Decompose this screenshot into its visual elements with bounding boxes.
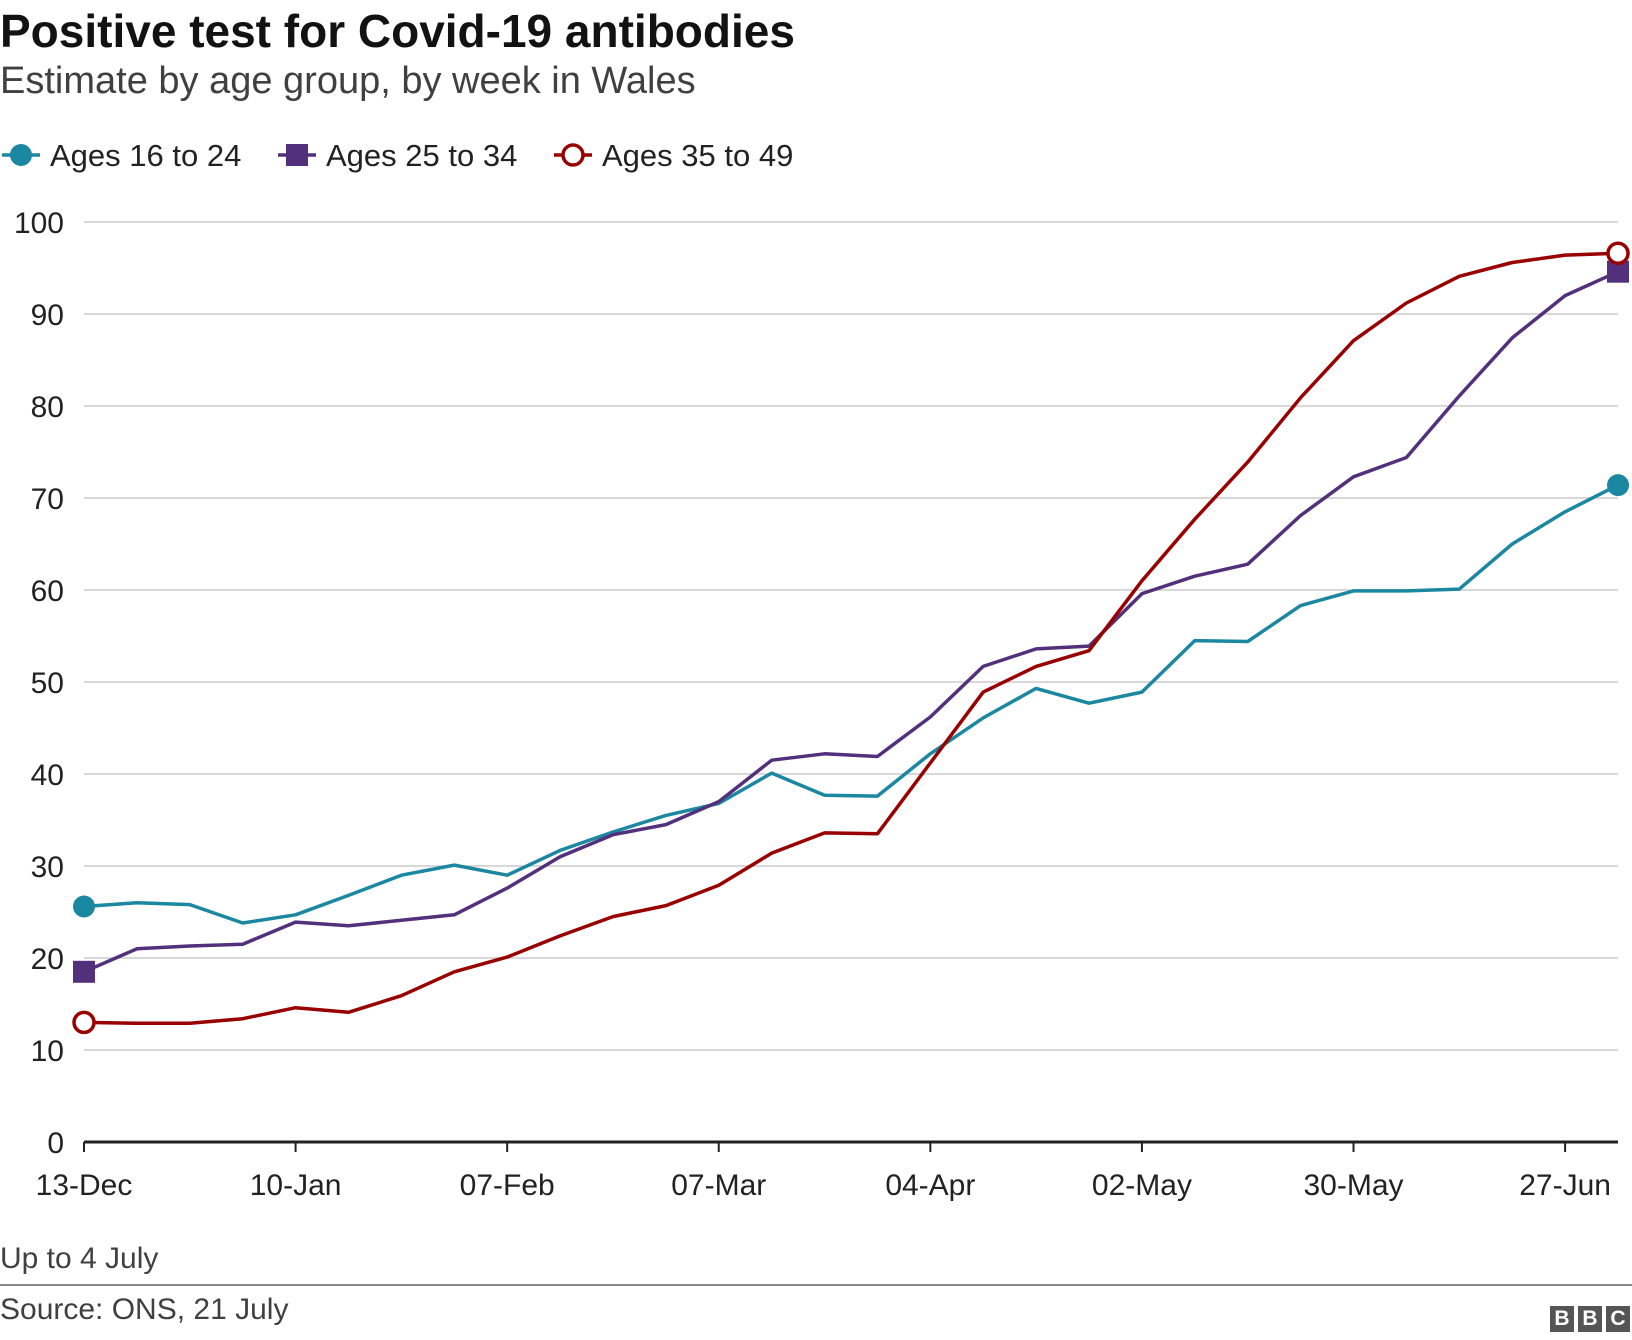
y-tick-label: 10 <box>31 1035 64 1068</box>
y-tick-label: 50 <box>31 667 64 700</box>
legend-item-1: Ages 16 to 24 <box>2 138 241 173</box>
y-tick-label: 20 <box>31 943 64 976</box>
series-2-start-marker <box>73 960 95 983</box>
legend-marker <box>286 144 308 166</box>
legend-label: Ages 35 to 49 <box>602 138 793 173</box>
legend-marker <box>561 143 585 167</box>
series-end-markers <box>72 241 1630 1035</box>
footer-divider <box>0 1284 1632 1286</box>
legend-item-2: Ages 25 to 34 <box>278 138 517 173</box>
series-2-end-marker <box>1607 260 1629 283</box>
legend-item-3: Ages 35 to 49 <box>554 138 793 173</box>
chart-title: Positive test for Covid-19 antibodies <box>0 5 795 57</box>
y-tick-label: 70 <box>31 483 64 516</box>
y-tick-label: 60 <box>31 575 64 608</box>
bbc-logo-letter: B <box>1550 1306 1574 1332</box>
y-tick-label: 40 <box>31 759 64 792</box>
chart-subtitle: Estimate by age group, by week in Wales <box>0 60 696 102</box>
y-tick-label: 30 <box>31 851 64 884</box>
x-tick-label: 04-Apr <box>885 1169 975 1202</box>
series-line-2 <box>82 269 1620 974</box>
bbc-logo-letter: B <box>1578 1306 1602 1332</box>
x-tick-label: 30-May <box>1303 1169 1403 1202</box>
y-tick-label: 0 <box>47 1127 64 1160</box>
series-line-3 <box>82 251 1620 1026</box>
series-3-start-marker <box>72 1010 96 1035</box>
series-lines <box>82 251 1620 1026</box>
source-note: Source: ONS, 21 July <box>0 1293 289 1326</box>
legend-label: Ages 25 to 34 <box>326 138 517 173</box>
x-axis-tick-labels: 13-Dec 10-Jan 07-Feb 07-Mar 04-Apr 02-May 30-M… <box>36 1142 1611 1202</box>
y-axis-tick-labels: 0 10 20 30 40 50 60 70 80 90 100 <box>14 207 64 1160</box>
series-1-start-marker <box>73 895 95 918</box>
bbc-logo: B B C <box>1550 1306 1630 1332</box>
chart-footnote: Up to 4 July <box>0 1242 159 1275</box>
x-tick-label: 07-Mar <box>671 1169 766 1202</box>
chart-legend: Ages 16 to 24 Ages 25 to 34 Ages 35 to 49 <box>2 138 793 173</box>
series-3-end-marker <box>1606 241 1630 266</box>
x-tick-label: 02-May <box>1092 1169 1192 1202</box>
x-tick-label: 27-Jun <box>1519 1169 1611 1202</box>
x-tick-label: 13-Dec <box>36 1169 133 1202</box>
legend-marker <box>10 144 32 166</box>
y-gridlines <box>84 221 1618 1051</box>
series-1-end-marker <box>1607 474 1629 497</box>
x-tick-label: 07-Feb <box>460 1169 555 1202</box>
y-tick-label: 100 <box>14 207 64 240</box>
series-line-1 <box>82 483 1620 925</box>
legend-label: Ages 16 to 24 <box>50 138 241 173</box>
y-tick-label: 90 <box>31 299 64 332</box>
x-tick-label: 10-Jan <box>250 1169 342 1202</box>
bbc-logo-letter: C <box>1606 1306 1630 1332</box>
line-chart: Ages 16 to 24 Ages 25 to 34 Ages 35 to 49 … <box>2 138 1630 1202</box>
y-tick-label: 80 <box>31 391 64 424</box>
